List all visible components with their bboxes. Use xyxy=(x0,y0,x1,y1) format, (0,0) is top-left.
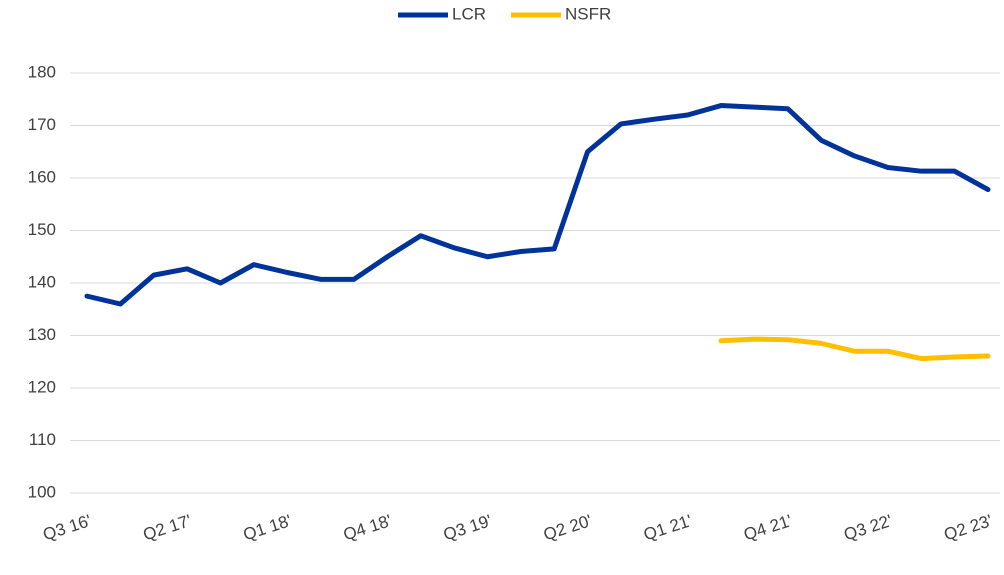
y-tick-label: 170 xyxy=(28,115,56,134)
y-tick-label: 130 xyxy=(28,325,56,344)
x-tick-label: Q3 16' xyxy=(41,511,94,544)
x-tick-label: Q2 23' xyxy=(942,511,995,544)
x-tick-label: Q1 18' xyxy=(241,511,294,544)
x-tick-label: Q2 20' xyxy=(541,511,594,544)
x-tick-label: Q2 17' xyxy=(141,511,194,544)
y-tick-label: 150 xyxy=(28,220,56,239)
x-tick-label: Q3 19' xyxy=(441,511,494,544)
x-tick-label: Q4 21' xyxy=(741,511,794,544)
x-tick-label: Q3 22' xyxy=(842,511,895,544)
x-tick-label: Q4 18' xyxy=(341,511,394,544)
y-tick-label: 100 xyxy=(28,482,56,501)
legend-label: NSFR xyxy=(565,4,611,23)
y-tick-label: 110 xyxy=(29,430,56,449)
y-tick-label: 180 xyxy=(28,62,56,81)
line-series xyxy=(718,336,991,362)
y-tick-label: 160 xyxy=(28,167,56,186)
line-series xyxy=(84,103,991,307)
x-tick-label: Q1 21' xyxy=(641,511,694,544)
legend-label: LCR xyxy=(452,4,486,23)
y-tick-label: 140 xyxy=(28,272,56,291)
y-tick-label: 120 xyxy=(28,377,56,396)
